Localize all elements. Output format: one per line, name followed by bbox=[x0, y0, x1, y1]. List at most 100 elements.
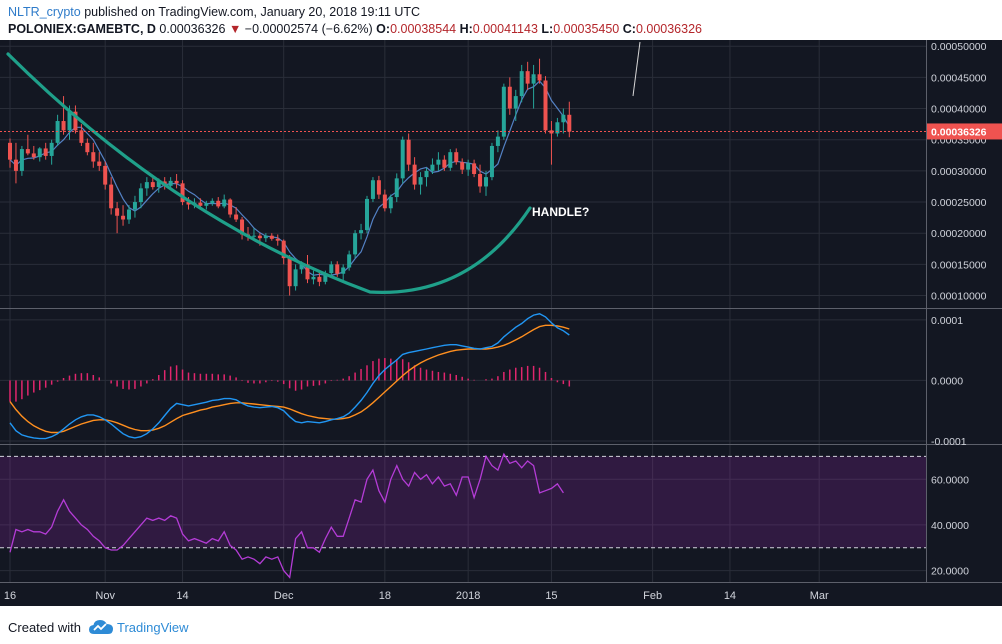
candle-body bbox=[436, 159, 441, 165]
candle-body bbox=[460, 162, 465, 170]
macd-axis-label: 0.0001 bbox=[931, 315, 963, 327]
candle-body bbox=[144, 182, 149, 189]
chart-header: NLTR_crypto published on TradingView.com… bbox=[0, 0, 1002, 40]
candle-body bbox=[525, 71, 530, 84]
close-value: 0.00036326 bbox=[635, 22, 702, 36]
candle-body bbox=[365, 198, 369, 231]
candle-body bbox=[103, 165, 108, 185]
candle-body bbox=[31, 153, 36, 158]
candle-body bbox=[13, 159, 18, 171]
low-label: L: bbox=[541, 22, 554, 36]
candle-body bbox=[73, 111, 78, 131]
candle-body bbox=[329, 264, 334, 274]
open-value: 0.00038544 bbox=[390, 22, 457, 36]
candle-body bbox=[472, 163, 477, 174]
rsi-band-fill bbox=[0, 456, 926, 548]
candle-body bbox=[234, 214, 239, 220]
trend-line-drawing bbox=[632, 41, 641, 97]
candle-body bbox=[317, 276, 322, 282]
candle-body bbox=[85, 142, 90, 153]
candle-body bbox=[61, 121, 66, 131]
time-axis-label: 14 bbox=[724, 590, 736, 602]
candle-body bbox=[454, 152, 459, 163]
price-axis-label: 0.00050000 bbox=[931, 41, 987, 53]
candle-body bbox=[519, 71, 524, 97]
candle-body bbox=[67, 111, 72, 131]
candle-body bbox=[79, 130, 84, 143]
candle-body bbox=[495, 136, 500, 146]
footer: Created with TradingView bbox=[0, 606, 1002, 644]
candle-body bbox=[19, 149, 24, 171]
time-axis-label: 15 bbox=[545, 590, 557, 602]
tradingview-brand-link[interactable]: TradingView bbox=[117, 620, 189, 635]
candle-body bbox=[501, 86, 506, 137]
candle-body bbox=[341, 267, 346, 274]
created-with-text: Created with bbox=[8, 620, 81, 635]
price-axis-label: 0.00010000 bbox=[931, 291, 987, 303]
close-label: C: bbox=[622, 22, 636, 36]
candle-body bbox=[115, 208, 120, 216]
candle-body bbox=[138, 188, 143, 203]
candle-body bbox=[424, 170, 429, 178]
candle-body bbox=[49, 142, 54, 156]
low-value: 0.00035450 bbox=[553, 22, 620, 36]
candle-body bbox=[180, 183, 185, 203]
price-axis-label: 0.00015000 bbox=[931, 259, 987, 271]
candle-body bbox=[281, 240, 286, 259]
candle-body bbox=[127, 209, 131, 220]
macd-axis-label: -0.0001 bbox=[931, 436, 967, 448]
candle-body bbox=[186, 202, 191, 205]
candle-body bbox=[275, 238, 280, 241]
chart-area[interactable]: HANDLE? 0.00010000 0.00015000 0.00020000 0.0… bbox=[0, 40, 1002, 606]
author-link[interactable]: NLTR_crypto bbox=[8, 5, 81, 19]
time-axis-label: Nov bbox=[95, 590, 115, 602]
tradingview-cloud-icon[interactable] bbox=[88, 618, 114, 636]
candle-body bbox=[228, 199, 233, 215]
candle-body bbox=[168, 180, 173, 186]
candle-body bbox=[210, 200, 215, 204]
candle-body bbox=[132, 202, 137, 210]
candle-body bbox=[293, 269, 298, 287]
publish-line: NLTR_crypto published on TradingView.com… bbox=[8, 5, 420, 19]
candle-body bbox=[335, 264, 340, 274]
candle-body bbox=[531, 74, 536, 84]
candle-body bbox=[311, 276, 316, 280]
candle-body bbox=[263, 235, 268, 239]
candle-body bbox=[353, 233, 358, 255]
candle-body bbox=[388, 197, 393, 209]
candle-body bbox=[478, 174, 483, 187]
candle-body bbox=[174, 180, 179, 184]
candle-body bbox=[549, 130, 554, 134]
current-price-tag-label: 0.00036326 bbox=[931, 126, 987, 138]
candle-body bbox=[555, 122, 560, 134]
candle-body bbox=[412, 164, 417, 185]
time-axis-label: Dec bbox=[274, 590, 294, 602]
price-change: −0.00002574 (−6.62%) bbox=[244, 22, 373, 36]
rsi-line bbox=[9, 452, 564, 579]
candle-body bbox=[489, 145, 494, 178]
candle-body bbox=[257, 235, 262, 239]
high-value: 0.00041143 bbox=[472, 22, 538, 36]
candle-body bbox=[567, 114, 572, 132]
candle-body bbox=[376, 180, 381, 195]
symbol-line: POLONIEX:GAMEBTC, D 0.00036326 ▼ −0.0000… bbox=[8, 22, 702, 36]
handle-annotation: HANDLE? bbox=[532, 205, 589, 219]
time-axis-label: Mar bbox=[810, 590, 829, 602]
candle-body bbox=[204, 203, 209, 206]
candle-body bbox=[537, 74, 542, 81]
candle-body bbox=[543, 80, 548, 131]
candle-body bbox=[305, 264, 310, 280]
price-axis-label: 0.00025000 bbox=[931, 197, 987, 209]
down-arrow-icon: ▼ bbox=[228, 22, 242, 36]
candle-body bbox=[222, 199, 227, 207]
candle-body bbox=[37, 148, 42, 158]
candle-body bbox=[25, 149, 30, 154]
last-price: 0.00036326 bbox=[159, 22, 226, 36]
candle-body bbox=[287, 258, 292, 287]
candle-body bbox=[370, 180, 375, 199]
time-axis-label: 16 bbox=[4, 590, 16, 602]
candle-body bbox=[269, 235, 274, 239]
candle-body bbox=[442, 159, 447, 168]
price-axis-label: 0.00030000 bbox=[931, 166, 987, 178]
candle-body bbox=[484, 177, 488, 187]
